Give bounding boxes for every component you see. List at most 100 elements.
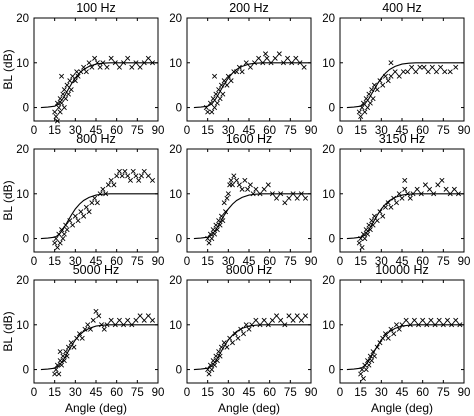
data-point <box>97 191 103 197</box>
panel: 800 Hz 0 15 30 45 60 75 90 0 10 20 BL (dB) <box>1 132 164 268</box>
x-tick-label: 0 <box>184 125 190 137</box>
data-point <box>64 82 70 88</box>
x-tick-label: 0 <box>184 387 190 399</box>
data-point <box>399 195 405 201</box>
data-point <box>217 353 223 359</box>
data-point <box>92 55 98 61</box>
data-point <box>264 55 270 61</box>
x-tick-label: 60 <box>416 125 429 137</box>
x-tick-label: 90 <box>305 125 318 137</box>
data-point <box>377 78 383 84</box>
x-tick-label: 15 <box>201 256 214 268</box>
y-tick-label: 20 <box>169 13 182 25</box>
x-tick-label: 90 <box>458 387 471 399</box>
data-point <box>286 195 292 201</box>
x-tick-label: 30 <box>222 387 235 399</box>
x-tick-label: 45 <box>90 387 103 399</box>
x-tick-label: 60 <box>416 387 429 399</box>
data-point <box>432 322 438 328</box>
plot-frame <box>339 279 465 384</box>
data-point <box>410 191 416 197</box>
data-point <box>424 322 430 328</box>
data-point <box>54 100 60 106</box>
y-tick-label: 20 <box>322 144 335 156</box>
data-point <box>382 73 388 79</box>
data-point <box>127 177 133 183</box>
x-tick-label: 30 <box>222 256 235 268</box>
data-point <box>402 186 408 192</box>
y-tick-label: 20 <box>169 275 182 287</box>
data-point <box>112 60 118 66</box>
data-point <box>76 331 82 337</box>
data-point <box>449 322 455 328</box>
data-point <box>411 317 417 323</box>
data-point <box>70 222 76 228</box>
data-point <box>56 231 62 237</box>
data-point <box>89 64 95 70</box>
data-point <box>81 213 87 219</box>
data-point <box>220 91 226 97</box>
panel: 3150 Hz 0 15 30 45 60 75 90 0 10 20 <box>322 132 470 268</box>
data-point <box>274 313 280 319</box>
x-tick-label: 90 <box>458 256 471 268</box>
data-point <box>290 191 296 197</box>
data-point <box>75 218 81 224</box>
x-tick-label: 60 <box>263 125 276 137</box>
data-point <box>243 60 249 66</box>
y-tick-label: 10 <box>16 320 29 332</box>
data-point <box>210 96 216 102</box>
data-point <box>356 109 362 115</box>
panel: 10000 Hz 0 15 30 45 60 75 90 0 10 20 Angle (deg) <box>322 263 470 415</box>
data-point <box>116 64 122 70</box>
y-tick-label: 10 <box>322 320 335 332</box>
data-point <box>105 182 111 188</box>
data-point <box>256 55 262 61</box>
data-point <box>133 317 139 323</box>
data-point <box>125 55 131 61</box>
data-point <box>93 308 99 314</box>
data-point <box>247 182 253 188</box>
data-point <box>382 331 388 337</box>
data-point <box>439 177 445 183</box>
data-point <box>65 344 71 350</box>
data-point <box>108 55 114 61</box>
data-point <box>234 177 240 183</box>
data-point <box>268 60 274 66</box>
data-point <box>382 204 388 210</box>
data-point <box>365 358 371 364</box>
data-point <box>71 344 77 350</box>
x-tick-label: 0 <box>337 387 343 399</box>
data-point <box>83 204 89 210</box>
data-point <box>213 222 219 228</box>
data-point <box>212 362 218 368</box>
data-point <box>385 200 391 206</box>
data-point <box>207 231 213 237</box>
data-point <box>78 209 84 215</box>
data-point <box>64 353 70 359</box>
data-point <box>404 69 411 75</box>
data-point <box>263 51 269 57</box>
data-point <box>224 82 230 88</box>
data-point <box>223 209 229 215</box>
data-point <box>416 322 422 328</box>
x-tick-label: 15 <box>354 125 367 137</box>
y-tick-label: 20 <box>322 275 335 287</box>
x-tick-label: 45 <box>90 256 103 268</box>
data-point <box>52 371 58 377</box>
data-point <box>231 173 237 179</box>
y-tick-label: 0 <box>329 103 335 115</box>
y-axis-label: BL (dB) <box>1 49 15 89</box>
data-point <box>274 195 280 201</box>
data-point <box>149 60 156 66</box>
data-point <box>74 69 80 75</box>
data-point <box>209 109 215 115</box>
data-point <box>301 64 307 70</box>
data-point <box>239 186 245 192</box>
data-point <box>63 349 69 355</box>
data-point <box>278 317 284 323</box>
data-point <box>370 349 376 355</box>
data-point <box>369 358 375 364</box>
data-point <box>250 191 256 197</box>
x-tick-label: 60 <box>416 256 429 268</box>
data-point <box>442 69 448 75</box>
